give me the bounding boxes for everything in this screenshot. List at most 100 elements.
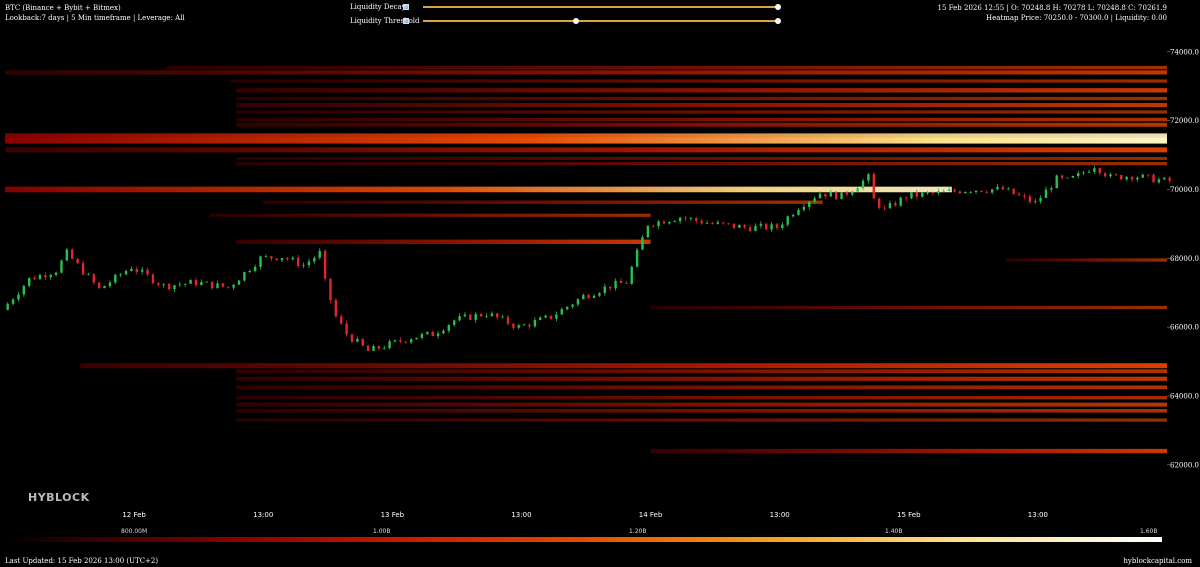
candle-body — [846, 193, 848, 195]
candle-body — [1039, 198, 1041, 201]
candle-body — [808, 202, 810, 207]
candle-body — [351, 334, 353, 341]
candle-body — [469, 315, 471, 320]
candle-body — [1056, 175, 1058, 188]
candle-body — [227, 287, 229, 288]
candle-body — [636, 250, 638, 267]
liquidation-level — [236, 157, 1167, 160]
candle-body — [437, 333, 439, 336]
candle-body — [512, 324, 514, 328]
liquidity-decay-slider[interactable] — [423, 6, 778, 8]
candle-body — [943, 191, 945, 192]
candle-body — [243, 272, 245, 281]
candle-body — [582, 295, 584, 299]
candle-body — [819, 194, 821, 199]
color-scale-label: 1.40B — [885, 528, 902, 535]
candle-body — [921, 193, 923, 197]
candle-body — [189, 280, 191, 284]
candle-body — [1142, 175, 1144, 178]
candle-body — [926, 193, 928, 194]
candle-body — [254, 267, 256, 271]
liquidity-decay-knob[interactable] — [775, 4, 781, 10]
candle-body — [292, 258, 294, 259]
candle-body — [803, 207, 805, 210]
candle-body — [733, 224, 735, 228]
liquidation-level — [236, 162, 1167, 165]
liquidation-level — [263, 200, 822, 203]
candle-body — [905, 198, 907, 199]
candle-body — [453, 320, 455, 325]
candle-body — [830, 192, 832, 197]
candle-body — [1168, 178, 1170, 181]
candle-body — [93, 274, 95, 282]
heatmap-levels — [5, 66, 1167, 453]
candle-body — [329, 279, 331, 300]
candle-body — [797, 210, 799, 215]
candle-body — [179, 284, 181, 285]
info-icon[interactable] — [403, 18, 409, 24]
candle-body — [82, 263, 84, 274]
candle-body — [496, 313, 498, 317]
ohlc-readout: 15 Feb 2026 12:55 | O: 70248.8 H: 70278 … — [938, 3, 1167, 13]
liquidity-threshold-label: Liquidity Threshold — [350, 16, 420, 26]
candle-body — [835, 192, 837, 199]
hyblock-logo: HYBLOCK — [28, 491, 90, 504]
candle-body — [431, 332, 433, 336]
candle-body — [216, 283, 218, 288]
candle-body — [136, 269, 138, 272]
site-link[interactable]: hyblockcapital.com — [1123, 557, 1192, 565]
candle-body — [405, 342, 407, 343]
x-tick-label: 14 Feb — [639, 511, 663, 519]
candle-body — [324, 251, 326, 279]
candle-body — [71, 249, 73, 258]
candle-body — [66, 249, 68, 260]
candle-body — [856, 188, 858, 192]
candle-body — [17, 295, 19, 300]
candle-body — [566, 307, 568, 309]
candle-body — [609, 287, 611, 289]
candle-body — [996, 187, 998, 189]
candle-body — [1072, 176, 1074, 178]
candle-body — [238, 281, 240, 285]
candle-body — [1099, 168, 1101, 173]
candle-body — [770, 224, 772, 229]
candle-body — [33, 278, 35, 279]
color-scale-label: 1.00B — [373, 528, 390, 535]
candle-body — [657, 221, 659, 226]
candle-body — [883, 208, 885, 209]
candle-body — [873, 174, 875, 199]
info-icon[interactable] — [403, 4, 409, 10]
candle-body — [1045, 190, 1047, 198]
candle-body — [23, 286, 25, 295]
liquidation-level — [5, 138, 1167, 144]
candle-body — [98, 282, 100, 288]
candle-body — [528, 325, 530, 327]
candle-body — [894, 203, 896, 206]
candle-body — [593, 296, 595, 298]
candle-body — [1007, 189, 1009, 190]
candle-body — [340, 316, 342, 323]
candle-body — [152, 275, 154, 284]
candle-body — [60, 260, 62, 272]
heatmap-readout: Heatmap Price: 70250.0 - 70300.0 | Liqui… — [938, 13, 1167, 23]
color-scale-label: 1.20B — [629, 528, 646, 535]
liquidation-level — [5, 147, 1167, 152]
price-candles — [6, 166, 1170, 352]
candle-body — [652, 226, 654, 227]
liquidation-level — [80, 363, 1167, 368]
liquidity-threshold-low-knob[interactable] — [573, 18, 579, 24]
liquidity-threshold-slider[interactable] — [423, 20, 778, 22]
candle-body — [281, 258, 283, 260]
y-tick-label: 62000.0 — [1170, 461, 1199, 469]
candle-body — [754, 226, 756, 231]
candle-body — [130, 269, 132, 271]
liquidity-threshold-high-knob[interactable] — [775, 18, 781, 24]
liquidation-level — [236, 385, 1167, 389]
liquidation-level — [231, 79, 1167, 82]
candle-body — [1152, 175, 1154, 183]
candle-body — [969, 192, 971, 193]
candle-body — [889, 203, 891, 208]
market-title: BTC (Binance + Bybit + Bitmex) — [5, 3, 185, 13]
candle-body — [1002, 187, 1004, 190]
